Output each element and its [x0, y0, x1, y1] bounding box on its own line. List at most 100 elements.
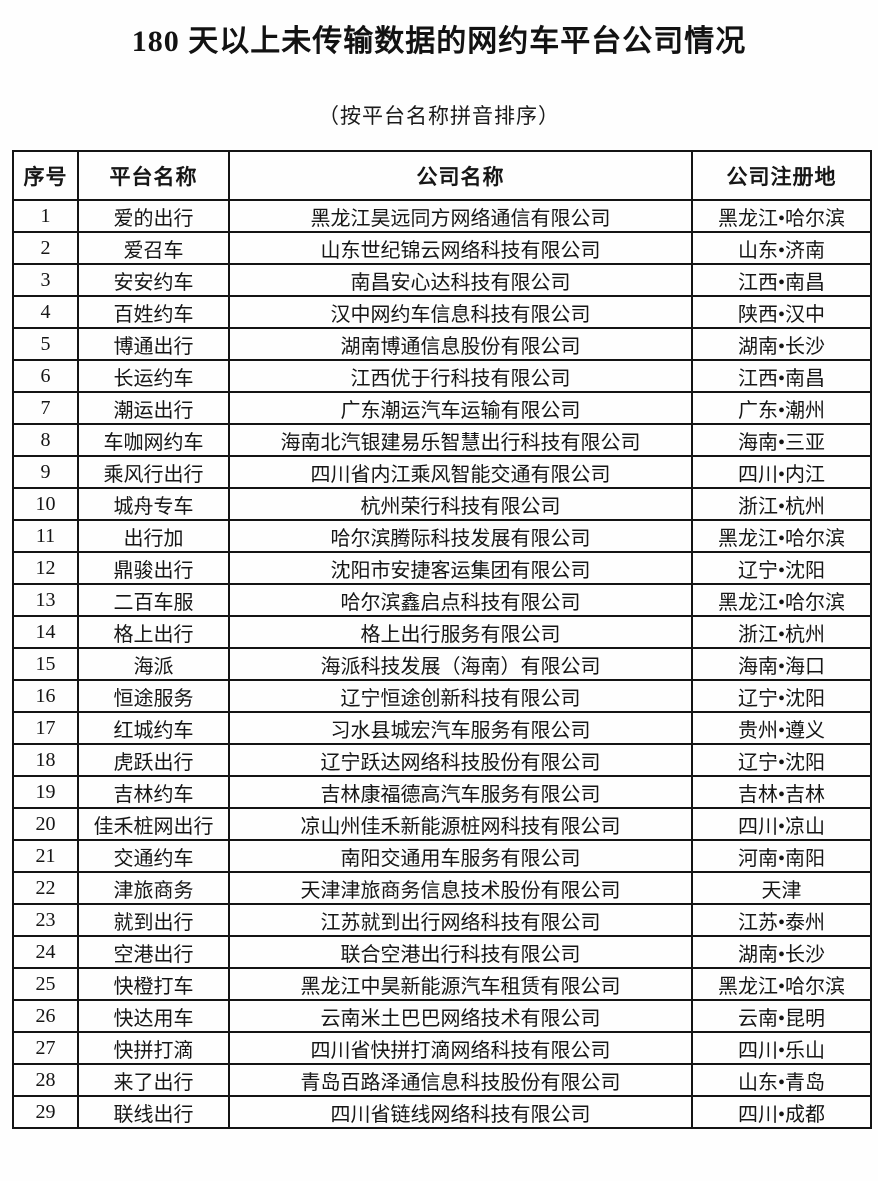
cell-platform: 车咖网约车: [77, 423, 230, 457]
cell-company: 辽宁恒途创新科技有限公司: [228, 679, 693, 713]
cell-platform: 出行加: [77, 519, 230, 553]
cell-platform: 长运约车: [77, 359, 230, 393]
cell-location: 四川•内江: [691, 455, 872, 489]
cell-platform: 联线出行: [77, 1095, 230, 1129]
cell-company: 海南北汽银建易乐智慧出行科技有限公司: [228, 423, 693, 457]
cell-no: 29: [12, 1095, 79, 1129]
cell-platform: 快橙打车: [77, 967, 230, 1001]
cell-location: 湖南•长沙: [691, 327, 872, 361]
cell-platform: 就到出行: [77, 903, 230, 937]
cell-no: 23: [12, 903, 79, 937]
cell-company: 海派科技发展（海南）有限公司: [228, 647, 693, 681]
cell-company: 四川省内江乘风智能交通有限公司: [228, 455, 693, 489]
table-row: 26 快达用车 云南米土巴巴网络技术有限公司 云南•昆明: [12, 999, 872, 1033]
cell-company: 哈尔滨鑫启点科技有限公司: [228, 583, 693, 617]
cell-platform: 爱的出行: [77, 199, 230, 233]
cell-location: 海南•海口: [691, 647, 872, 681]
page-title: 180 天以上未传输数据的网约车平台公司情况: [131, 25, 747, 58]
cell-platform: 空港出行: [77, 935, 230, 969]
cell-platform: 吉林约车: [77, 775, 230, 809]
cell-location: 江西•南昌: [691, 359, 872, 393]
table-header: 序号 平台名称 公司名称 公司注册地: [12, 150, 872, 201]
table-row: 4 百姓约车 汉中网约车信息科技有限公司 陕西•汉中: [12, 295, 872, 329]
cell-no: 2: [12, 231, 79, 265]
cell-platform: 百姓约车: [77, 295, 230, 329]
cell-company: 云南米土巴巴网络技术有限公司: [228, 999, 693, 1033]
cell-no: 16: [12, 679, 79, 713]
cell-no: 18: [12, 743, 79, 777]
cell-location: 黑龙江•哈尔滨: [691, 967, 872, 1001]
cell-company: 青岛百路泽通信息科技股份有限公司: [228, 1063, 693, 1097]
cell-no: 27: [12, 1031, 79, 1065]
cell-company: 联合空港出行科技有限公司: [228, 935, 693, 969]
cell-platform: 乘风行出行: [77, 455, 230, 489]
cell-no: 3: [12, 263, 79, 297]
table-body: 1 爱的出行 黑龙江昊远同方网络通信有限公司 黑龙江•哈尔滨 2 爱召车 山东世纪锦云网络科…: [12, 199, 872, 1129]
cell-platform: 安安约车: [77, 263, 230, 297]
table-row: 18 虎跃出行 辽宁跃达网络科技股份有限公司 辽宁•沈阳: [12, 743, 872, 777]
cell-company: 吉林康福德高汽车服务有限公司: [228, 775, 693, 809]
cell-platform: 二百车服: [77, 583, 230, 617]
cell-no: 10: [12, 487, 79, 521]
cell-location: 云南•昆明: [691, 999, 872, 1033]
cell-no: 17: [12, 711, 79, 745]
cell-no: 25: [12, 967, 79, 1001]
table-row: 5 博通出行 湖南博通信息股份有限公司 湖南•长沙: [12, 327, 872, 361]
cell-no: 28: [12, 1063, 79, 1097]
cell-company: 格上出行服务有限公司: [228, 615, 693, 649]
cell-location: 四川•成都: [691, 1095, 872, 1129]
cell-company: 广东潮运汽车运输有限公司: [228, 391, 693, 425]
cell-platform: 城舟专车: [77, 487, 230, 521]
cell-location: 黑龙江•哈尔滨: [691, 199, 872, 233]
cell-no: 8: [12, 423, 79, 457]
cell-company: 沈阳市安捷客运集团有限公司: [228, 551, 693, 585]
cell-location: 湖南•长沙: [691, 935, 872, 969]
cell-platform: 交通约车: [77, 839, 230, 873]
table-row: 24 空港出行 联合空港出行科技有限公司 湖南•长沙: [12, 935, 872, 969]
cell-location: 吉林•吉林: [691, 775, 872, 809]
cell-company: 杭州荣行科技有限公司: [228, 487, 693, 521]
table-row: 1 爱的出行 黑龙江昊远同方网络通信有限公司 黑龙江•哈尔滨: [12, 199, 872, 233]
cell-platform: 快达用车: [77, 999, 230, 1033]
table-row: 29 联线出行 四川省链线网络科技有限公司 四川•成都: [12, 1095, 872, 1129]
cell-location: 浙江•杭州: [691, 487, 872, 521]
table-row: 15 海派 海派科技发展（海南）有限公司 海南•海口: [12, 647, 872, 681]
table-row: 14 格上出行 格上出行服务有限公司 浙江•杭州: [12, 615, 872, 649]
table-row: 23 就到出行 江苏就到出行网络科技有限公司 江苏•泰州: [12, 903, 872, 937]
cell-location: 江西•南昌: [691, 263, 872, 297]
table-row: 7 潮运出行 广东潮运汽车运输有限公司 广东•潮州: [12, 391, 872, 425]
table-row: 28 来了出行 青岛百路泽通信息科技股份有限公司 山东•青岛: [12, 1063, 872, 1097]
cell-no: 9: [12, 455, 79, 489]
cell-location: 陕西•汉中: [691, 295, 872, 329]
col-header-no: 序号: [12, 150, 79, 201]
table-row: 3 安安约车 南昌安心达科技有限公司 江西•南昌: [12, 263, 872, 297]
cell-company: 南昌安心达科技有限公司: [228, 263, 693, 297]
cell-company: 天津津旅商务信息技术股份有限公司: [228, 871, 693, 905]
cell-company: 习水县城宏汽车服务有限公司: [228, 711, 693, 745]
cell-platform: 潮运出行: [77, 391, 230, 425]
cell-company: 汉中网约车信息科技有限公司: [228, 295, 693, 329]
cell-no: 7: [12, 391, 79, 425]
table-row: 22 津旅商务 天津津旅商务信息技术股份有限公司 天津: [12, 871, 872, 905]
cell-company: 凉山州佳禾新能源桩网科技有限公司: [228, 807, 693, 841]
cell-no: 11: [12, 519, 79, 553]
cell-location: 山东•青岛: [691, 1063, 872, 1097]
cell-no: 4: [12, 295, 79, 329]
cell-company: 江西优于行科技有限公司: [228, 359, 693, 393]
cell-no: 13: [12, 583, 79, 617]
cell-location: 海南•三亚: [691, 423, 872, 457]
cell-location: 黑龙江•哈尔滨: [691, 519, 872, 553]
cell-location: 浙江•杭州: [691, 615, 872, 649]
cell-no: 5: [12, 327, 79, 361]
table-row: 13 二百车服 哈尔滨鑫启点科技有限公司 黑龙江•哈尔滨: [12, 583, 872, 617]
cell-platform: 红城约车: [77, 711, 230, 745]
cell-location: 江苏•泰州: [691, 903, 872, 937]
table-row: 12 鼎骏出行 沈阳市安捷客运集团有限公司 辽宁•沈阳: [12, 551, 872, 585]
cell-location: 河南•南阳: [691, 839, 872, 873]
table-row: 9 乘风行出行 四川省内江乘风智能交通有限公司 四川•内江: [12, 455, 872, 489]
cell-company: 四川省快拼打滴网络科技有限公司: [228, 1031, 693, 1065]
cell-location: 辽宁•沈阳: [691, 551, 872, 585]
cell-platform: 博通出行: [77, 327, 230, 361]
cell-company: 黑龙江中昊新能源汽车租赁有限公司: [228, 967, 693, 1001]
table-row: 27 快拼打滴 四川省快拼打滴网络科技有限公司 四川•乐山: [12, 1031, 872, 1065]
